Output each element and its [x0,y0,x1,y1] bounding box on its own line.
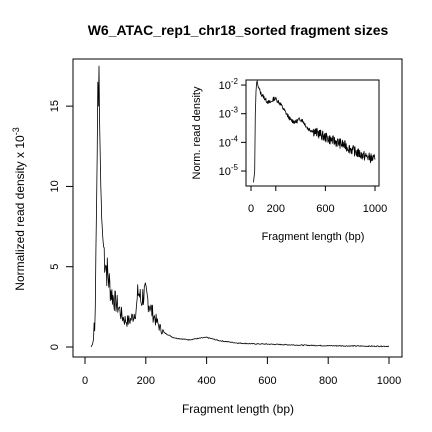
inset-x-tick-label: 1000 [363,203,387,215]
inset-plot-frame [245,79,380,187]
x-tick-label: 200 [137,375,155,387]
inset-y-axis: 10-5 10-4 10-3 10-2 [219,77,247,178]
inset-x-tick-label: 200 [267,203,285,215]
inset-y-tick-label: 10-5 [219,163,239,178]
chart-title: W6_ATAC_rep1_chr18_sorted fragment sizes [88,22,389,38]
inset-x-axis-label: Fragment length (bp) [262,231,365,243]
inset-y-tick-label: 10-4 [219,134,239,149]
inset-density-series-line [253,80,376,183]
inset-x-tick-label: 0 [248,203,254,215]
y-axis-label: Normalized read density x 10-3 [11,127,27,290]
inset-x-axis: 0 200 600 1000 [248,185,387,215]
y-axis-label-text: Normalized read density x 10 [13,135,27,291]
density-series-line [90,65,390,348]
y-tick-label: 0 [49,344,61,350]
x-axis-label: Fragment length (bp) [182,402,294,416]
x-tick-label: 1000 [377,375,401,387]
x-tick-label: 800 [319,375,337,387]
inset-y-tick-label: 10-3 [219,106,239,121]
x-tick-label: 0 [82,375,88,387]
inset-x-tick-label: 600 [316,203,334,215]
x-tick-label: 600 [258,375,276,387]
y-axis-label-exponent: -3 [11,127,21,135]
y-tick-label: 15 [49,100,61,112]
y-tick-label: 10 [49,180,61,192]
inset-y-axis-label: Norm. read density [191,86,203,179]
plot-frame [72,58,403,358]
inset-plot: 0 200 600 1000 10-5 10-4 10-3 10-2 Fragment le… [191,77,387,243]
x-axis: 0 200 400 600 800 1000 [82,356,401,387]
y-axis: 0 5 10 15 [49,100,74,350]
x-tick-label: 400 [197,375,215,387]
inset-y-tick-label: 10-2 [219,77,239,92]
y-tick-label: 5 [49,264,61,270]
